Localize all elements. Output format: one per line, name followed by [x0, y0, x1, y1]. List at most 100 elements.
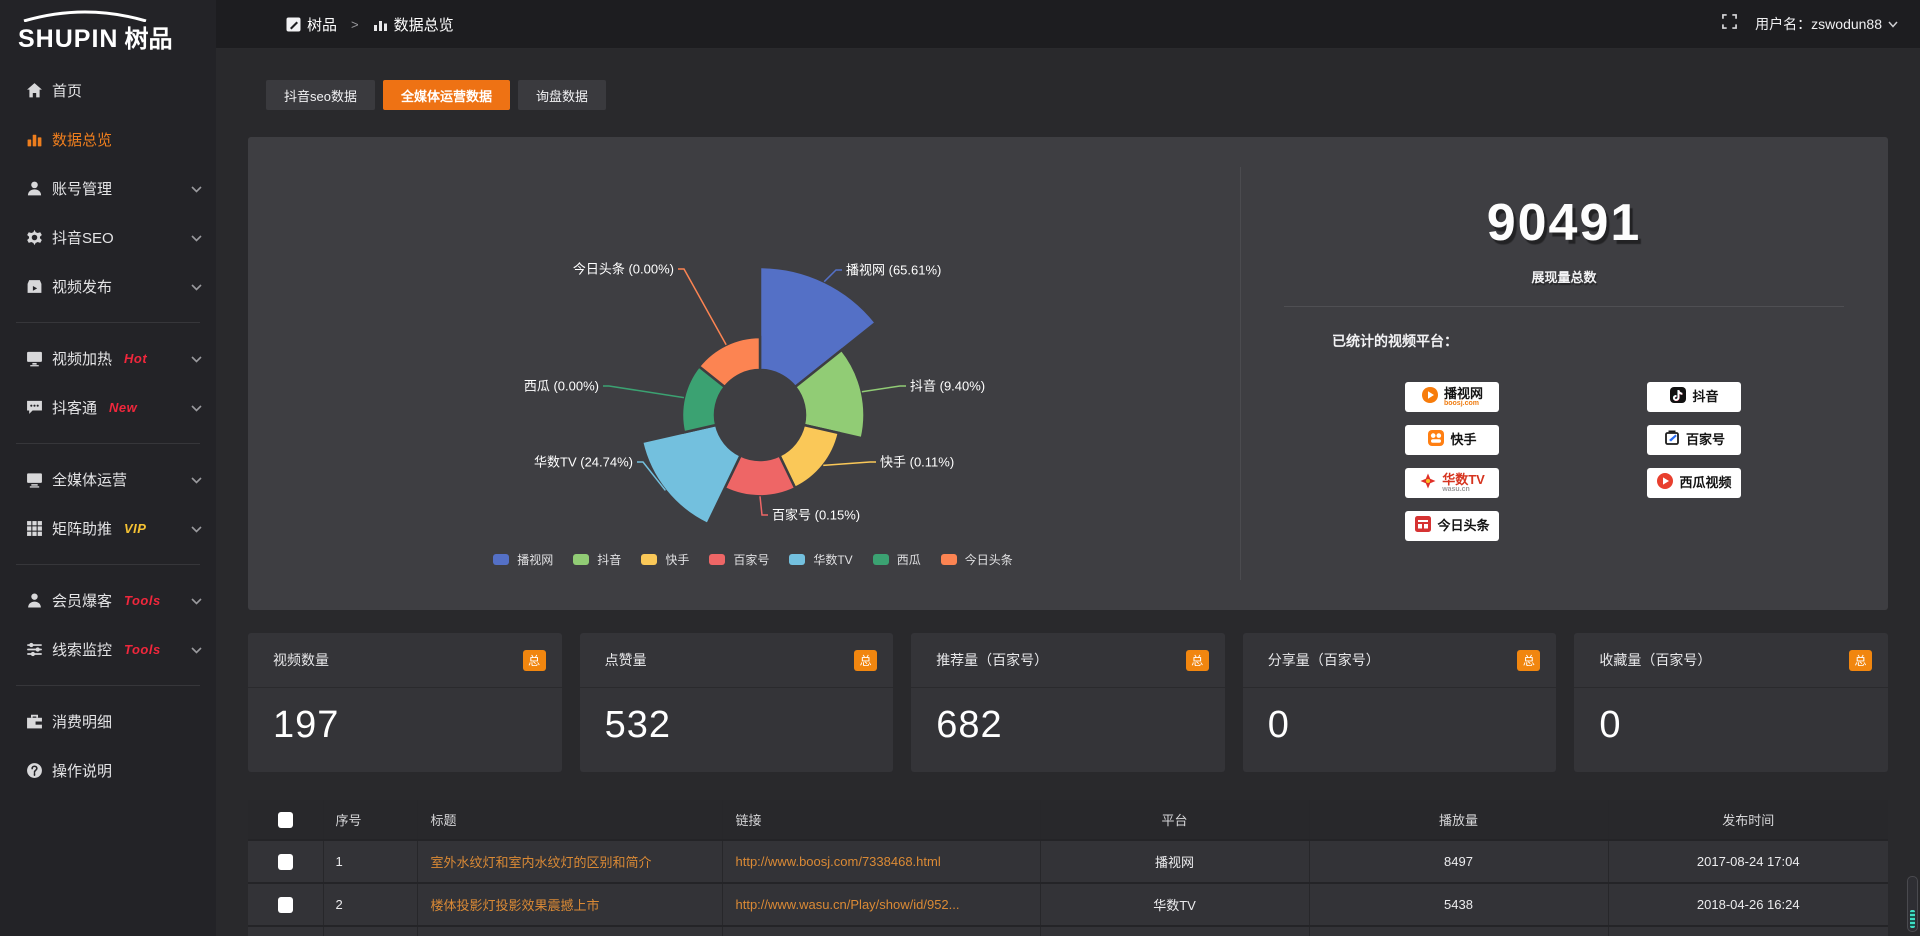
- sidebar-item-label: 操作说明: [52, 763, 113, 780]
- logo-text-en: SHUPIN: [18, 25, 119, 53]
- stat-card-value: 197: [273, 704, 340, 746]
- pie-slice-2[interactable]: [793, 348, 866, 440]
- sidebar-item-抖音SEO[interactable]: 抖音SEO: [0, 213, 216, 262]
- platform-badge-今日头条: 今日头条: [1405, 511, 1499, 541]
- platform-name: 播视网: [1443, 385, 1483, 401]
- sidebar-item-账号管理[interactable]: 账号管理: [0, 164, 216, 213]
- help-icon: [26, 762, 43, 779]
- sidebar-item-label: 首页: [52, 83, 83, 100]
- chevron-down-icon: [191, 229, 202, 246]
- breadcrumb-current[interactable]: 数据总览: [393, 16, 454, 34]
- sidebar-item-矩阵助推[interactable]: 矩阵助推 VIP: [0, 504, 216, 553]
- sidebar-item-首页[interactable]: 首页: [0, 66, 216, 115]
- sidebar-item-视频发布[interactable]: 视频发布: [0, 262, 216, 311]
- legend-item-百家号[interactable]: 百家号: [709, 551, 769, 568]
- videos-table: 序号 标题 链接 平台 播放量 发布时间 1 室外水纹灯和室内水纹灯的区别和简介 http:/…: [248, 800, 1888, 936]
- fullscreen-icon[interactable]: [1722, 14, 1738, 34]
- row-checkbox[interactable]: [277, 853, 293, 870]
- breadcrumb-home[interactable]: 树品: [307, 16, 338, 34]
- column-header-发布时间: 发布时间: [1722, 813, 1775, 828]
- chevron-down-icon: [191, 278, 202, 295]
- username-label: 用户名：: [1755, 16, 1812, 32]
- sidebar-item-label: 会员爆客: [52, 593, 113, 610]
- pie-label: 西瓜 (0.00%): [524, 379, 599, 394]
- stat-card-label: 收藏量（百家号）: [1599, 652, 1712, 668]
- sidebar-item-label: 消费明细: [52, 714, 113, 731]
- stat-card-value: 0: [1599, 704, 1622, 746]
- stat-card-label: 分享量（百家号）: [1267, 652, 1380, 668]
- pie-slice-7[interactable]: [697, 335, 762, 389]
- stat-card-分享量（百家号）: 分享量（百家号） 总 0: [1242, 633, 1557, 772]
- platform-badges-right: 抖音 百家号 西瓜视频: [1647, 382, 1741, 498]
- xigua-logo: [1656, 472, 1674, 495]
- cell-title-link[interactable]: 楼体投影灯投影效果震撼上市: [430, 898, 600, 913]
- legend-item-快手[interactable]: 快手: [641, 551, 689, 568]
- tab-抖音seo数据[interactable]: 抖音seo数据: [266, 80, 375, 110]
- legend-swatch: [789, 554, 806, 565]
- stat-card-点赞量: 点赞量 总 532: [579, 633, 894, 772]
- sidebar-item-label: 抖客通: [52, 400, 98, 417]
- cell-link: [722, 926, 1041, 936]
- legend-item-西瓜[interactable]: 西瓜: [872, 551, 921, 568]
- legend-item-华数TV[interactable]: 华数TV: [789, 551, 853, 568]
- sidebar-item-会员爆客[interactable]: 会员爆客 Tools: [0, 576, 216, 625]
- legend-label: 抖音: [597, 553, 622, 567]
- legend-item-抖音[interactable]: 抖音: [573, 551, 621, 568]
- platform-name: 百家号: [1685, 432, 1725, 448]
- member-icon: [26, 592, 43, 609]
- sidebar-item-操作说明[interactable]: 操作说明: [0, 746, 216, 795]
- page-scrollbar[interactable]: [1907, 876, 1918, 932]
- row-checkbox[interactable]: [277, 896, 293, 913]
- cell-platform: 播视网: [1040, 840, 1310, 883]
- table-row: [248, 926, 1888, 936]
- chart-legend: 播视网 抖音 快手 百家号 华数TV 西瓜 今日头条: [248, 551, 1258, 568]
- select-all-cell: [248, 800, 324, 840]
- legend-item-今日头条[interactable]: 今日头条: [940, 551, 1013, 568]
- total-badge: 总: [522, 649, 546, 671]
- pie-slice-1[interactable]: [758, 265, 878, 389]
- column-header-链接: 链接: [722, 800, 1041, 840]
- toutiao-logo: [1414, 515, 1432, 538]
- select-all-checkbox[interactable]: [277, 811, 293, 828]
- sidebar-item-全媒体运营[interactable]: 全媒体运营: [0, 455, 216, 504]
- cell-title-link[interactable]: 室外水纹灯和室内水纹灯的区别和简介: [430, 855, 652, 870]
- column-header-播放量: 播放量: [1309, 800, 1609, 840]
- stat-cards-row: 视频数量总 197 点赞量总 532 推荐量（百家号）总 682 分享量（百家号）总 0 收藏量…: [248, 633, 1888, 772]
- pie-label-line: [861, 385, 906, 393]
- cell-platform: 华数TV: [1040, 883, 1310, 926]
- stat-card-收藏量（百家号）: 收藏量（百家号） 总 0: [1574, 633, 1888, 772]
- pie-slice-5[interactable]: [640, 423, 743, 526]
- app-logo: SHUPIN 树品: [0, 0, 216, 58]
- legend-item-播视网[interactable]: 播视网: [493, 551, 553, 568]
- sidebar-item-抖客通[interactable]: 抖客通 New: [0, 383, 216, 432]
- pie-label-line: [823, 269, 842, 283]
- sidebar-item-badge: New: [109, 400, 138, 415]
- cell-link-link[interactable]: http://www.wasu.cn/Play/show/id/952...: [735, 897, 960, 912]
- sidebar-item-线索监控[interactable]: 线索监控 Tools: [0, 625, 216, 674]
- legend-label: 今日头条: [964, 553, 1013, 567]
- screen-icon: [26, 471, 43, 488]
- sidebar: SHUPIN 树品 首页数据总览 账号管理 抖音SEO 视频发布视频加热 Hot 抖客通 N…: [0, 0, 216, 936]
- sidebar-item-数据总览[interactable]: 数据总览: [0, 115, 216, 164]
- platform-name: 西瓜视频: [1679, 475, 1732, 491]
- main-area: 树品 > 数据总览 用户名： zswodun88: [216, 0, 1920, 936]
- total-badge: 总: [1517, 649, 1541, 671]
- table-row: 2 楼体投影灯投影效果震撼上市 http://www.wasu.cn/Play/sh…: [248, 883, 1888, 926]
- sidebar-item-消费明细[interactable]: 消费明细: [0, 697, 216, 746]
- tab-询盘数据[interactable]: 询盘数据: [517, 80, 606, 110]
- sidebar-item-视频加热[interactable]: 视频加热 Hot: [0, 334, 216, 383]
- pie-label: 百家号 (0.15%): [772, 508, 860, 523]
- tab-全媒体运营数据[interactable]: 全媒体运营数据: [382, 80, 510, 110]
- platform-badges-left: 播视网 boosj.com 快手 华数TV wasu.cn 今日头条: [1405, 382, 1499, 541]
- stat-card-label: 推荐量（百家号）: [936, 652, 1049, 668]
- cell-link-link[interactable]: http://www.boosj.com/7338468.html: [735, 854, 941, 869]
- stat-card-value: 0: [1267, 704, 1290, 746]
- sidebar-divider: [0, 553, 216, 576]
- legend-swatch: [872, 554, 889, 565]
- pie-label-line: [678, 268, 727, 346]
- summary-section: 90491 展现量总数 已统计的视频平台： 播视网 boosj.com 快手 华数TV…: [1240, 137, 1888, 610]
- user-menu[interactable]: 用户名： zswodun88: [1755, 14, 1898, 34]
- pie-label-line: [823, 461, 876, 467]
- douyin-logo: [1669, 386, 1687, 409]
- legend-label: 百家号: [733, 553, 770, 567]
